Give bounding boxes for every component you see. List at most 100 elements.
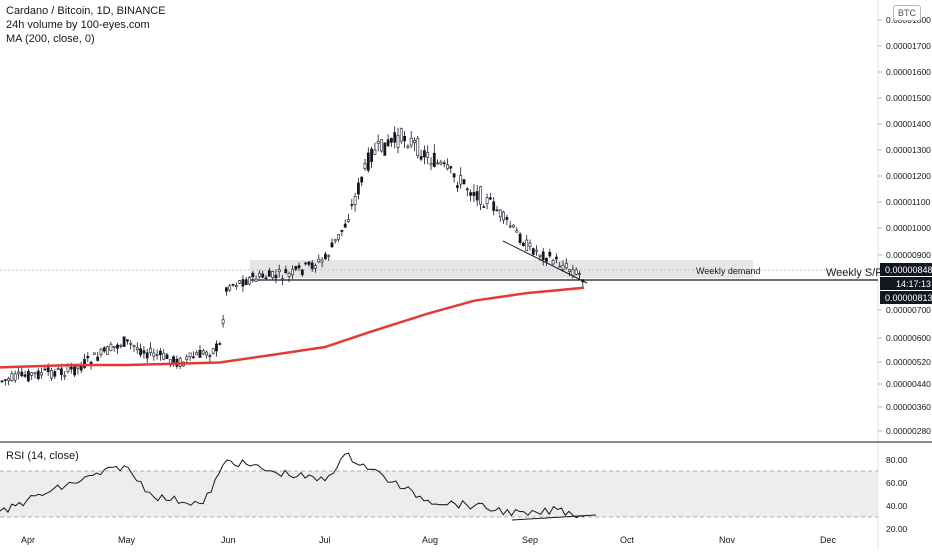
- candle-body: [0, 380, 4, 383]
- candle-body: [149, 347, 152, 353]
- price-tick-label: 0.00000900: [886, 250, 931, 260]
- time-tick-label: Oct: [620, 535, 635, 545]
- candle-body: [76, 366, 80, 369]
- price-tick-label: 0.00001300: [886, 145, 931, 155]
- candle-body: [330, 242, 334, 248]
- candle-body: [36, 370, 40, 379]
- candle-body: [188, 352, 192, 357]
- candle-body: [310, 262, 314, 270]
- candle-body: [211, 348, 215, 354]
- candle-body: [50, 370, 53, 379]
- candle-body: [129, 343, 133, 345]
- candle-body: [126, 339, 129, 342]
- weekly-sr-label: Weekly S/R: [826, 267, 883, 279]
- candle-body: [231, 284, 235, 286]
- candle-body: [267, 270, 271, 277]
- time-axis[interactable]: Apr May Jun Jul Aug Sep Oct Nov Dec: [21, 535, 837, 545]
- candle-body: [63, 375, 67, 377]
- candle-body: [337, 234, 341, 240]
- rsi-tick-label: 80.00: [886, 455, 908, 465]
- candle-body: [314, 265, 317, 269]
- candle-body: [300, 269, 304, 276]
- candle-body: [281, 278, 284, 280]
- candle-body: [218, 343, 222, 345]
- candle-body: [350, 204, 354, 206]
- candle-body: [162, 352, 166, 360]
- candle-body: [492, 201, 496, 211]
- price-tick-label: 0.00000520: [886, 357, 931, 367]
- rsi-tick-label: 60.00: [886, 478, 908, 488]
- candle-body: [251, 272, 255, 278]
- candle-body: [257, 272, 261, 278]
- trendline-price[interactable]: [502, 240, 588, 284]
- time-tick-label: Jun: [221, 535, 236, 545]
- candle-body: [347, 219, 350, 222]
- candle-body: [93, 352, 96, 355]
- candle-body: [426, 152, 430, 158]
- candle-body: [17, 371, 20, 374]
- candle-body: [363, 163, 367, 169]
- price-tick-label: 0.00001500: [886, 93, 931, 103]
- candle-body: [317, 258, 321, 263]
- rsi-tick-label: 40.00: [886, 501, 908, 511]
- price-tick-label: 0.00000360: [886, 402, 931, 412]
- currency-badge[interactable]: BTC: [893, 5, 921, 21]
- candle-body: [568, 269, 572, 272]
- ma-200-line[interactable]: [0, 286, 585, 369]
- candle-body: [26, 370, 30, 382]
- candle-body: [290, 269, 294, 276]
- candle-body: [142, 350, 146, 354]
- candle-body: [439, 161, 443, 165]
- candle-body: [73, 366, 77, 376]
- price-tick-label: 0.00000600: [886, 333, 931, 343]
- candle-body: [469, 192, 473, 196]
- candle-body: [208, 355, 212, 357]
- current-price-text: 0.00000848: [885, 265, 932, 275]
- candle-body: [53, 371, 57, 377]
- candle-body: [152, 352, 156, 357]
- candle-body: [10, 373, 14, 381]
- time-tick-label: Dec: [820, 535, 837, 545]
- candle-body: [356, 182, 360, 195]
- candle-body: [429, 162, 433, 166]
- rsi-axis[interactable]: 80.00 60.00 40.00 20.00: [886, 455, 908, 534]
- candle-body: [370, 148, 374, 163]
- candle-body: [83, 359, 86, 368]
- candle-body: [20, 371, 24, 377]
- time-tick-label: Aug: [422, 535, 438, 545]
- rsi-line[interactable]: [0, 452, 585, 519]
- candle-body: [393, 132, 397, 143]
- candle-body: [436, 162, 440, 165]
- candle-body: [528, 242, 532, 247]
- candle-body: [297, 265, 301, 269]
- candle-body: [323, 253, 327, 260]
- candle-body: [33, 372, 37, 374]
- candle-body: [399, 128, 403, 142]
- candle-body: [205, 351, 209, 356]
- candle-body: [271, 271, 275, 278]
- candle-body: [495, 209, 499, 212]
- ma-value-text: 0.00000813: [885, 293, 932, 303]
- candle-body: [462, 179, 466, 185]
- candle-body: [554, 256, 558, 260]
- candle-body: [475, 191, 479, 201]
- ma-value-box: [880, 291, 932, 304]
- rsi-trendline[interactable]: [511, 514, 597, 521]
- candle-body: [515, 230, 519, 233]
- candle-body: [538, 254, 542, 257]
- candle-body: [452, 173, 456, 178]
- candle-body: [488, 197, 492, 200]
- price-tick-label: 0.00000700: [886, 305, 931, 315]
- candle-body: [561, 264, 565, 270]
- candle-body: [505, 216, 509, 220]
- candle-body: [241, 279, 245, 287]
- price-tick-label: 0.00000280: [886, 426, 931, 436]
- candle-body: [56, 368, 60, 371]
- price-axis[interactable]: 0.000018000.000017000.000016000.00001500…: [878, 15, 931, 436]
- volume-indicator-label: 24h volume by 100-eyes.com: [6, 19, 150, 31]
- candle-body: [46, 367, 50, 373]
- main-pane[interactable]: [0, 0, 878, 442]
- candle-body: [135, 347, 139, 351]
